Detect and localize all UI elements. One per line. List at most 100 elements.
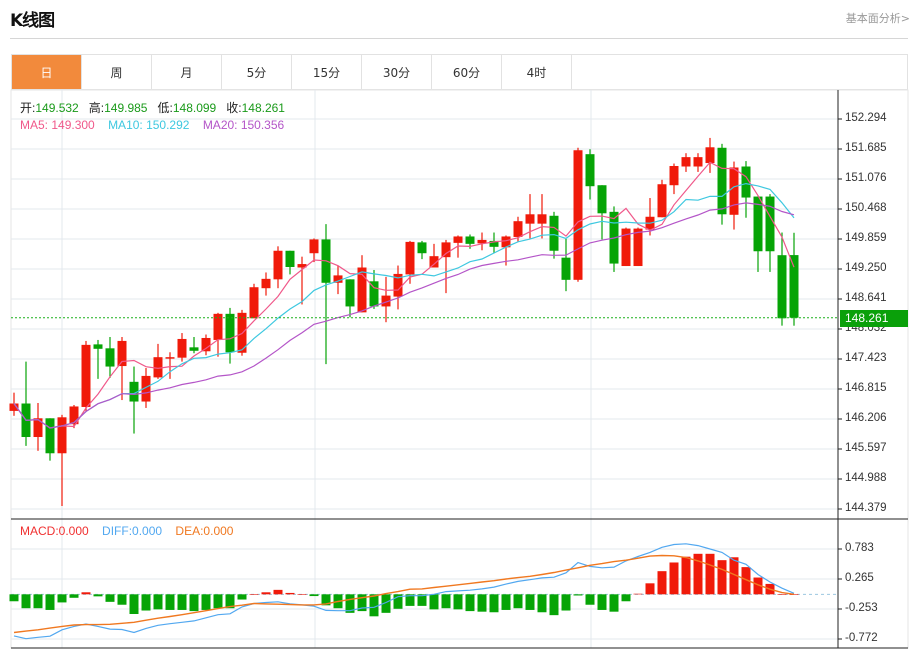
macd-bar xyxy=(117,594,127,605)
candle-up xyxy=(33,418,43,438)
price-tick-label: 152.294 xyxy=(845,112,887,124)
candle-up xyxy=(477,239,487,244)
candle-up xyxy=(153,357,163,378)
candle-up xyxy=(177,338,187,358)
candle-up xyxy=(81,344,91,407)
candle-down xyxy=(369,281,379,307)
candle-down xyxy=(765,196,775,252)
macd-bar xyxy=(153,594,163,610)
tab-5min[interactable]: 5分 xyxy=(222,55,292,89)
candle-up xyxy=(141,375,151,402)
ma10-line xyxy=(13,182,795,429)
macd-tick-label: -0.253 xyxy=(845,602,878,614)
open-value: 149.532 xyxy=(35,101,79,115)
macd-bar xyxy=(381,594,391,613)
macd-bar xyxy=(441,594,451,609)
tab-week[interactable]: 周 xyxy=(82,55,152,89)
macd-bar xyxy=(669,562,679,595)
candle-up xyxy=(357,267,367,313)
macd-bar xyxy=(633,593,643,595)
macd-bar xyxy=(309,594,319,597)
divider xyxy=(10,38,908,39)
macd-bar xyxy=(285,592,295,595)
price-tick-label: 146.206 xyxy=(845,412,887,424)
diff-value: DIFF:0.000 xyxy=(102,524,163,538)
macd-bar xyxy=(261,592,271,595)
tab-day[interactable]: 日 xyxy=(12,55,82,89)
candle-up xyxy=(633,228,643,267)
macd-bar xyxy=(513,594,523,609)
tab-30min[interactable]: 30分 xyxy=(362,55,432,89)
candle-up xyxy=(669,166,679,186)
candle-down xyxy=(105,348,115,367)
fundamental-analysis-link[interactable]: 基本面分析> xyxy=(845,12,910,25)
macd-bar xyxy=(717,560,727,595)
macd-bar xyxy=(741,567,751,595)
candle-down xyxy=(753,196,763,252)
macd-bar xyxy=(681,556,691,595)
candle-up xyxy=(513,221,523,237)
macd-bar xyxy=(21,594,31,609)
close-value: 148.261 xyxy=(241,101,285,115)
macd-bar xyxy=(321,594,331,606)
candle-down xyxy=(489,240,499,247)
macd-bar xyxy=(657,571,667,595)
ma10-value: MA10: 150.292 xyxy=(108,118,190,132)
ma-legend: MA5: 149.300 MA10: 150.292 MA20: 150.356 xyxy=(20,118,284,132)
price-tick-label: 151.685 xyxy=(845,142,887,154)
candle-down xyxy=(417,242,427,254)
candle-up xyxy=(501,236,511,248)
macd-bar xyxy=(189,594,199,612)
candle-down xyxy=(285,250,295,268)
candle-up xyxy=(705,147,715,164)
candle-down xyxy=(225,313,235,353)
low-value: 148.099 xyxy=(172,101,217,115)
macd-bar xyxy=(33,594,43,609)
candle-up xyxy=(729,167,739,215)
tab-month[interactable]: 月 xyxy=(152,55,222,89)
price-tick-label: 149.859 xyxy=(845,232,887,244)
candle-up xyxy=(261,278,271,289)
ma20-line xyxy=(13,202,795,429)
candle-up xyxy=(69,406,79,425)
macd-bar xyxy=(501,594,511,610)
macd-bar xyxy=(369,594,379,617)
candle-up xyxy=(693,157,703,167)
candle-up xyxy=(201,337,211,352)
candle-down xyxy=(561,257,571,280)
macd-bar xyxy=(405,594,415,606)
candle-up xyxy=(249,287,259,319)
tab-4hour[interactable]: 4时 xyxy=(502,55,572,89)
macd-bar xyxy=(201,594,211,610)
macd-bar xyxy=(429,594,439,610)
candle-down xyxy=(777,255,787,319)
macd-bar xyxy=(213,594,223,609)
candle-up xyxy=(9,403,19,411)
macd-bar xyxy=(357,594,367,612)
macd-bar xyxy=(129,594,139,614)
tab-15min[interactable]: 15分 xyxy=(292,55,362,89)
macd-tick-label: -0.772 xyxy=(845,632,878,644)
macd-tick-label: 0.783 xyxy=(845,542,874,554)
macd-bar xyxy=(777,594,787,595)
macd-bar xyxy=(621,594,631,602)
price-tick-label: 147.423 xyxy=(845,352,887,364)
macd-bar xyxy=(165,594,175,610)
macd-legend: MACD:0.000 DIFF:0.000 DEA:0.000 xyxy=(20,524,233,538)
tab-60min[interactable]: 60分 xyxy=(432,55,502,89)
price-tick-label: 145.597 xyxy=(845,442,887,454)
candle-down xyxy=(585,154,595,187)
price-tick-label: 144.988 xyxy=(845,472,887,484)
macd-bar xyxy=(561,594,571,611)
macd-bar xyxy=(93,594,103,597)
macd-bar xyxy=(393,594,403,609)
price-tick-label: 146.815 xyxy=(845,382,887,394)
macd-value: MACD:0.000 xyxy=(20,524,89,538)
macd-bar xyxy=(417,594,427,606)
candle-up xyxy=(57,417,67,454)
price-tick-label: 150.468 xyxy=(845,202,887,214)
macd-bar xyxy=(45,594,55,610)
macd-bar xyxy=(477,594,487,612)
